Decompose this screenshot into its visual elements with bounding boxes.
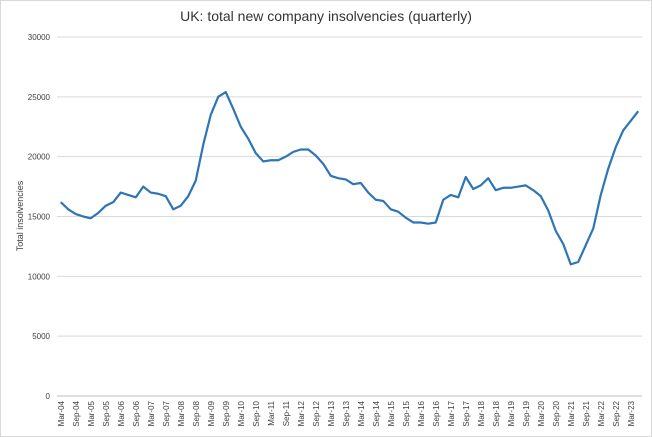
y-tick-label: 15000 — [28, 213, 51, 222]
x-tick-label: Sep-22 — [612, 400, 621, 426]
x-tick-label: Mar-17 — [447, 400, 456, 426]
y-tick-label: 10000 — [28, 272, 51, 281]
line-series — [59, 90, 640, 266]
x-tick-label: Sep-08 — [192, 400, 201, 426]
y-tick-label: 30000 — [28, 33, 51, 42]
x-tick-label: Sep-07 — [162, 400, 171, 426]
y-tick-label: 25000 — [28, 93, 51, 102]
chart-title: UK: total new company insolvencies (quar… — [180, 8, 472, 24]
x-tick-label: Mar-11 — [267, 400, 276, 425]
x-tick-label: Mar-14 — [357, 400, 366, 426]
x-tick-label: Sep-10 — [252, 400, 261, 426]
x-tick-label: Mar-10 — [237, 400, 246, 426]
x-tick-label: Mar-08 — [177, 400, 186, 426]
x-tick-label: Mar-22 — [597, 400, 606, 426]
x-tick-label: Sep-18 — [492, 400, 501, 426]
x-tick-label: Sep-14 — [372, 400, 381, 426]
x-tick-label: Mar-07 — [147, 400, 156, 426]
y-axis-label: Total insolvencies — [15, 180, 25, 251]
x-tick-label: Sep-09 — [222, 400, 231, 426]
x-tick-label: Mar-18 — [477, 400, 486, 426]
y-tick-label: 5000 — [32, 332, 50, 341]
x-tick-label: Mar-05 — [87, 400, 96, 426]
x-tick-label: Mar-19 — [507, 400, 516, 426]
y-tick-label: 0 — [46, 392, 51, 401]
x-tick-label: Mar-06 — [117, 400, 126, 426]
x-tick-label: Sep-12 — [312, 400, 321, 426]
x-tick-label: Mar-20 — [537, 400, 546, 426]
y-tick-label: 20000 — [28, 153, 51, 162]
x-tick-label: Mar-23 — [627, 400, 636, 426]
x-tick-label: Sep-21 — [582, 400, 591, 426]
x-tick-label: Sep-15 — [402, 400, 411, 426]
x-tick-label: Mar-15 — [387, 400, 396, 426]
x-tick-label: Sep-16 — [432, 400, 441, 426]
x-tick-label: Sep-04 — [72, 400, 81, 426]
x-tick-label: Mar-21 — [567, 400, 576, 426]
x-tick-label: Mar-12 — [297, 400, 306, 426]
x-tick-label: Mar-04 — [57, 400, 66, 426]
x-tick-label: Sep-05 — [102, 400, 111, 426]
x-tick-label: Sep-17 — [462, 400, 471, 426]
x-tick-label: Sep-06 — [132, 400, 141, 426]
x-tick-label: Mar-09 — [207, 400, 216, 426]
x-tick-label: Sep-19 — [522, 400, 531, 426]
x-tick-label: Mar-16 — [417, 400, 426, 426]
x-tick-label: Sep-13 — [342, 400, 351, 426]
x-tick-label: Sep-20 — [552, 400, 561, 426]
x-tick-label: Mar-13 — [327, 400, 336, 426]
x-tick-label: Sep-11 — [282, 400, 291, 426]
